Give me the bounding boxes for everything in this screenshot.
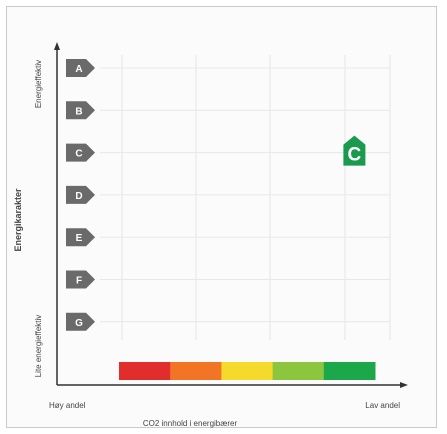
rating-label-c: C [75,149,82,160]
rating-arrow-g [66,312,95,331]
grid [100,55,391,340]
y-axis-top-label: Energieffektiv [34,60,43,108]
rating-label-g: G [75,318,83,329]
y-axis-bottom-label: Lite energieffektiv [34,315,43,378]
co2-segment-3 [221,362,274,380]
co2-segment-1 [119,362,171,380]
rating-label-e: E [76,233,83,244]
rating-label-a: A [75,64,82,75]
x-axis-title: CO2 innhold i energibærer [143,419,238,428]
rating-label-b: B [75,106,82,117]
rating-arrow-c [66,143,95,162]
x-axis-left-label: Høy andel [49,401,86,410]
rating-arrow-a [66,59,95,77]
x-axis-arrow [400,382,408,388]
y-axis-title: Energikarakter [13,188,23,252]
rating-arrow-b [66,101,95,120]
result-house-icon [343,135,366,166]
y-axis-arrow [54,42,60,50]
co2-bar [119,362,376,380]
rating-scale: A B C D E F G [66,59,95,331]
rating-arrow-e [66,228,95,247]
rating-arrow-d [66,185,95,204]
x-axis-right-label: Lav andel [365,401,400,410]
rating-arrow-f [66,270,95,289]
rating-label-f: F [76,276,82,287]
co2-segment-4 [272,362,325,380]
rating-label-d: D [75,191,82,202]
result-rating-label: C [348,145,362,166]
co2-segment-2 [170,362,222,380]
result-marker: C [343,135,366,166]
co2-segment-5 [323,362,376,380]
